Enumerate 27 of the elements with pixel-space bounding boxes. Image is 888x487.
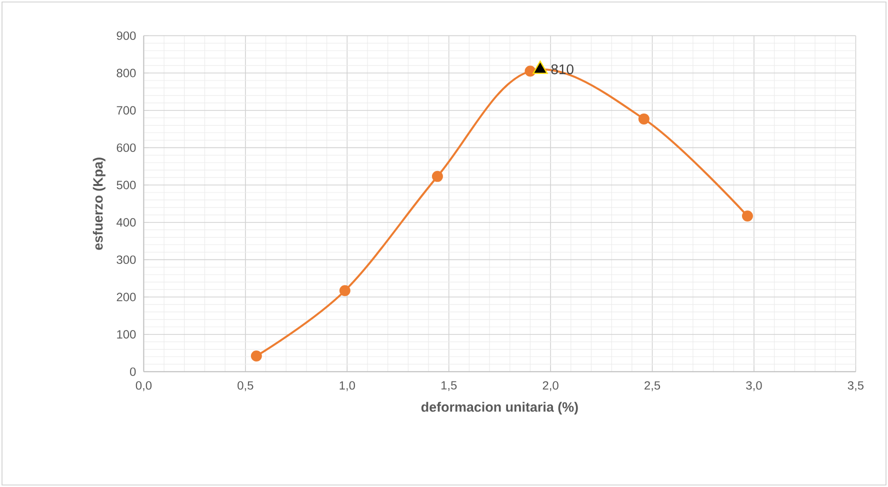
x-tick-label: 3,0	[746, 381, 762, 392]
x-tick-label: 0,5	[238, 381, 254, 392]
point	[432, 170, 443, 182]
point	[524, 66, 536, 77]
y-tick-label: 300	[116, 255, 136, 264]
data-label: 810	[551, 64, 574, 74]
x-tick-label: 3,5	[848, 381, 864, 392]
y-tick-label: 500	[116, 180, 136, 190]
y-tick-label: 400	[116, 218, 136, 227]
y-tick-label: 900	[116, 31, 136, 40]
x-tick-label: 1,5	[441, 381, 457, 391]
y-tick-label: 100	[117, 330, 136, 339]
x-tick-label: 2,5	[644, 381, 660, 392]
y-tick-label: 800	[116, 68, 136, 78]
x-tick-label: 1,0	[340, 381, 355, 392]
x-tick-label: 2,0	[542, 381, 558, 392]
point	[742, 210, 753, 222]
y-tick-label: 700	[116, 106, 136, 115]
point	[250, 350, 262, 362]
y-tick-label: 600	[116, 143, 136, 152]
x-axis-title: deformacion unitaria (%)	[421, 402, 578, 414]
point	[638, 113, 650, 124]
y-tick-label: 200	[116, 292, 136, 302]
y-tick-label: 0	[130, 367, 136, 376]
x-tick-label: 0,0	[136, 381, 152, 392]
point	[339, 285, 350, 296]
y-axis-title: esfuerzo (Kpa)	[92, 158, 106, 250]
